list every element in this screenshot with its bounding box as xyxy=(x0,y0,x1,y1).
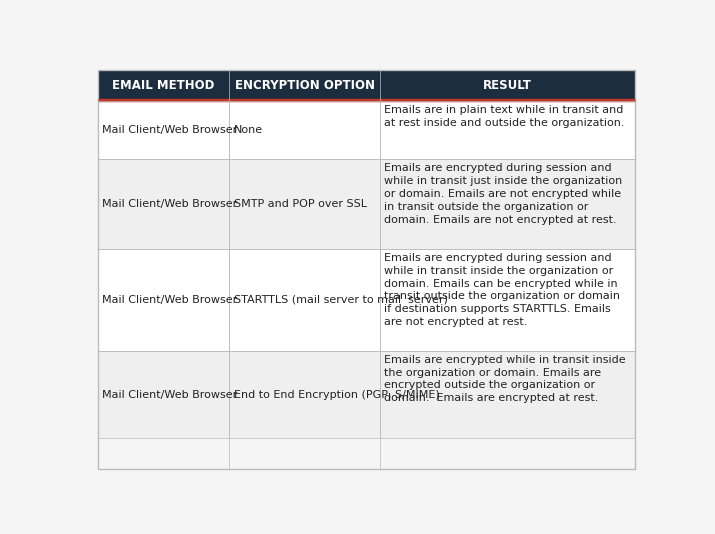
Bar xyxy=(230,159,380,249)
Text: STARTTLS (mail server to mail  server): STARTTLS (mail server to mail server) xyxy=(234,295,448,305)
Bar xyxy=(98,351,230,438)
Text: Mail Client/Web Browser: Mail Client/Web Browser xyxy=(102,389,237,399)
Bar xyxy=(380,70,635,101)
Bar xyxy=(98,249,230,351)
Bar xyxy=(230,101,380,159)
Bar xyxy=(380,101,635,159)
Bar xyxy=(380,249,635,351)
Bar xyxy=(230,351,380,438)
Text: None: None xyxy=(234,125,263,135)
Text: RESULT: RESULT xyxy=(483,80,532,92)
Text: Emails are in plain text while in transit and
at rest inside and outside the org: Emails are in plain text while in transi… xyxy=(384,106,625,128)
Text: Mail Client/Web Browser: Mail Client/Web Browser xyxy=(102,125,237,135)
Bar xyxy=(230,249,380,351)
Text: Emails are encrypted while in transit inside
the organization or domain. Emails : Emails are encrypted while in transit in… xyxy=(384,355,626,403)
Text: ENCRYPTION OPTION: ENCRYPTION OPTION xyxy=(235,80,375,92)
Text: SMTP and POP over SSL: SMTP and POP over SSL xyxy=(234,199,367,209)
Bar xyxy=(98,101,230,159)
Text: EMAIL METHOD: EMAIL METHOD xyxy=(112,80,214,92)
Text: Emails are encrypted during session and
while in transit inside the organization: Emails are encrypted during session and … xyxy=(384,253,621,327)
Text: End to End Encryption (PGP, S/MIME): End to End Encryption (PGP, S/MIME) xyxy=(234,389,440,399)
Bar xyxy=(380,159,635,249)
Bar xyxy=(230,70,380,101)
Text: Emails are encrypted during session and
while in transit just inside the organiz: Emails are encrypted during session and … xyxy=(384,163,623,224)
Text: Mail Client/Web Browser: Mail Client/Web Browser xyxy=(102,199,237,209)
Bar xyxy=(380,351,635,438)
Bar xyxy=(98,159,230,249)
Text: Mail Client/Web Browser: Mail Client/Web Browser xyxy=(102,295,237,305)
Bar xyxy=(98,70,230,101)
